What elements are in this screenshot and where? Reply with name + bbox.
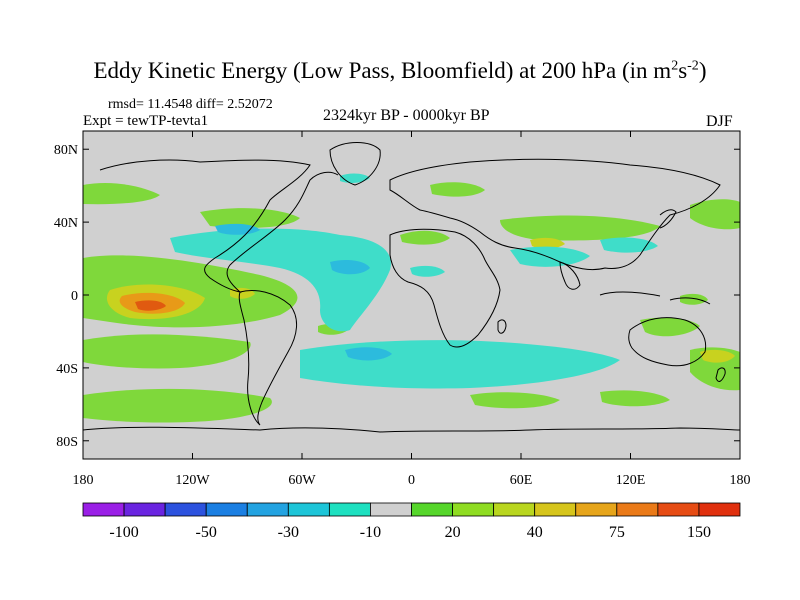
anomaly-region	[200, 208, 300, 228]
colorbar-swatch	[575, 502, 618, 517]
x-tick-label: 180	[730, 473, 751, 488]
chart-title: Eddy Kinetic Energy (Low Pass, Bloomfiel…	[93, 58, 707, 83]
anomaly-region	[530, 237, 565, 249]
colorbar-label: 75	[609, 524, 625, 541]
anomaly-region	[400, 230, 450, 245]
rmsd-diff-stats: rmsd= 11.4548 diff= 2.52072	[108, 97, 273, 112]
coastline-antarctica	[83, 426, 740, 433]
coastline-india	[559, 261, 581, 290]
anomaly-region	[680, 293, 708, 305]
season-label: DJF	[706, 113, 733, 130]
anomaly-region	[700, 349, 735, 363]
coastline-indonesia	[599, 291, 711, 305]
anomaly-region	[170, 228, 391, 332]
colorbar-swatch	[452, 502, 495, 517]
eke-anomaly-field	[83, 173, 740, 423]
coastline-new-zealand	[715, 367, 726, 382]
coastline-australia	[628, 317, 707, 367]
anomaly-region	[330, 260, 370, 275]
anomaly-region	[83, 334, 251, 369]
anomaly-region	[135, 300, 166, 311]
experiment-label: Expt = tewTP-tevta1	[83, 113, 209, 129]
colorbar-label: 40	[527, 524, 543, 541]
colorbar-label: 150	[687, 524, 711, 541]
colorbar-swatch	[616, 502, 659, 517]
colorbar-swatch	[123, 502, 166, 517]
coastline-greenland	[329, 142, 381, 186]
anomaly-region	[500, 215, 660, 241]
colorbar-swatch	[328, 502, 371, 517]
colorbar-swatch	[287, 502, 330, 517]
colorbar-label: -50	[196, 524, 217, 541]
colorbar-swatch	[246, 502, 289, 517]
time-period-label: 2324kyr BP - 0000kyr BP	[323, 107, 490, 124]
colorbar-swatch	[534, 502, 577, 517]
coastline-africa	[389, 228, 501, 348]
x-tick-label: 60E	[510, 473, 533, 488]
x-axis: 180 120W 60W 0 60E 120E 180	[73, 131, 751, 488]
colorbar-swatch	[411, 502, 453, 517]
colorbar-label: -10	[360, 524, 381, 541]
colorbar-swatch	[164, 502, 207, 517]
y-tick-label: 0	[71, 289, 78, 304]
anomaly-region	[215, 223, 260, 235]
x-tick-label: 120W	[175, 473, 210, 488]
y-tick-label: 80N	[54, 143, 78, 158]
anomaly-region	[690, 199, 740, 230]
map-plot-area	[83, 131, 740, 459]
x-tick-label: 120E	[616, 473, 646, 488]
coastline-south-america	[238, 290, 297, 426]
anomaly-region	[83, 388, 272, 423]
anomaly-region	[510, 246, 590, 267]
colorbar-swatch	[493, 502, 536, 517]
colorbar-label: -100	[109, 524, 138, 541]
anomaly-region	[430, 182, 485, 197]
coastline-japan	[659, 209, 677, 229]
anomaly-region	[470, 392, 560, 409]
x-tick-label: 180	[73, 473, 94, 488]
colorbar-swatch	[205, 502, 248, 517]
anomaly-region	[83, 183, 160, 205]
anomaly-region	[410, 265, 445, 277]
anomaly-region	[345, 347, 392, 361]
anomaly-region	[600, 237, 658, 253]
x-tick-label: 0	[408, 473, 415, 488]
coastlines	[83, 142, 740, 433]
y-tick-label: 80S	[56, 435, 78, 450]
colorbar: -100 -50 -30 -10 20 40 75 150	[82, 502, 741, 541]
colorbar-swatch	[698, 502, 741, 517]
colorbar-swatch	[370, 502, 412, 517]
colorbar-swatch	[657, 502, 700, 517]
colorbar-label: -30	[278, 524, 299, 541]
colorbar-label: 20	[445, 524, 461, 541]
anomaly-region	[600, 390, 670, 407]
anomaly-region	[340, 173, 370, 183]
y-tick-label: 40N	[54, 216, 78, 231]
colorbar-swatch	[82, 502, 125, 517]
x-tick-label: 60W	[288, 473, 316, 488]
coastline-north-america	[99, 159, 339, 293]
coastline-europe-asia	[389, 158, 721, 271]
y-tick-label: 40S	[56, 362, 78, 377]
y-axis: 80N 40N 0 40S 80S	[54, 143, 740, 450]
coastline-madagascar	[497, 319, 507, 334]
anomaly-region	[640, 317, 700, 337]
